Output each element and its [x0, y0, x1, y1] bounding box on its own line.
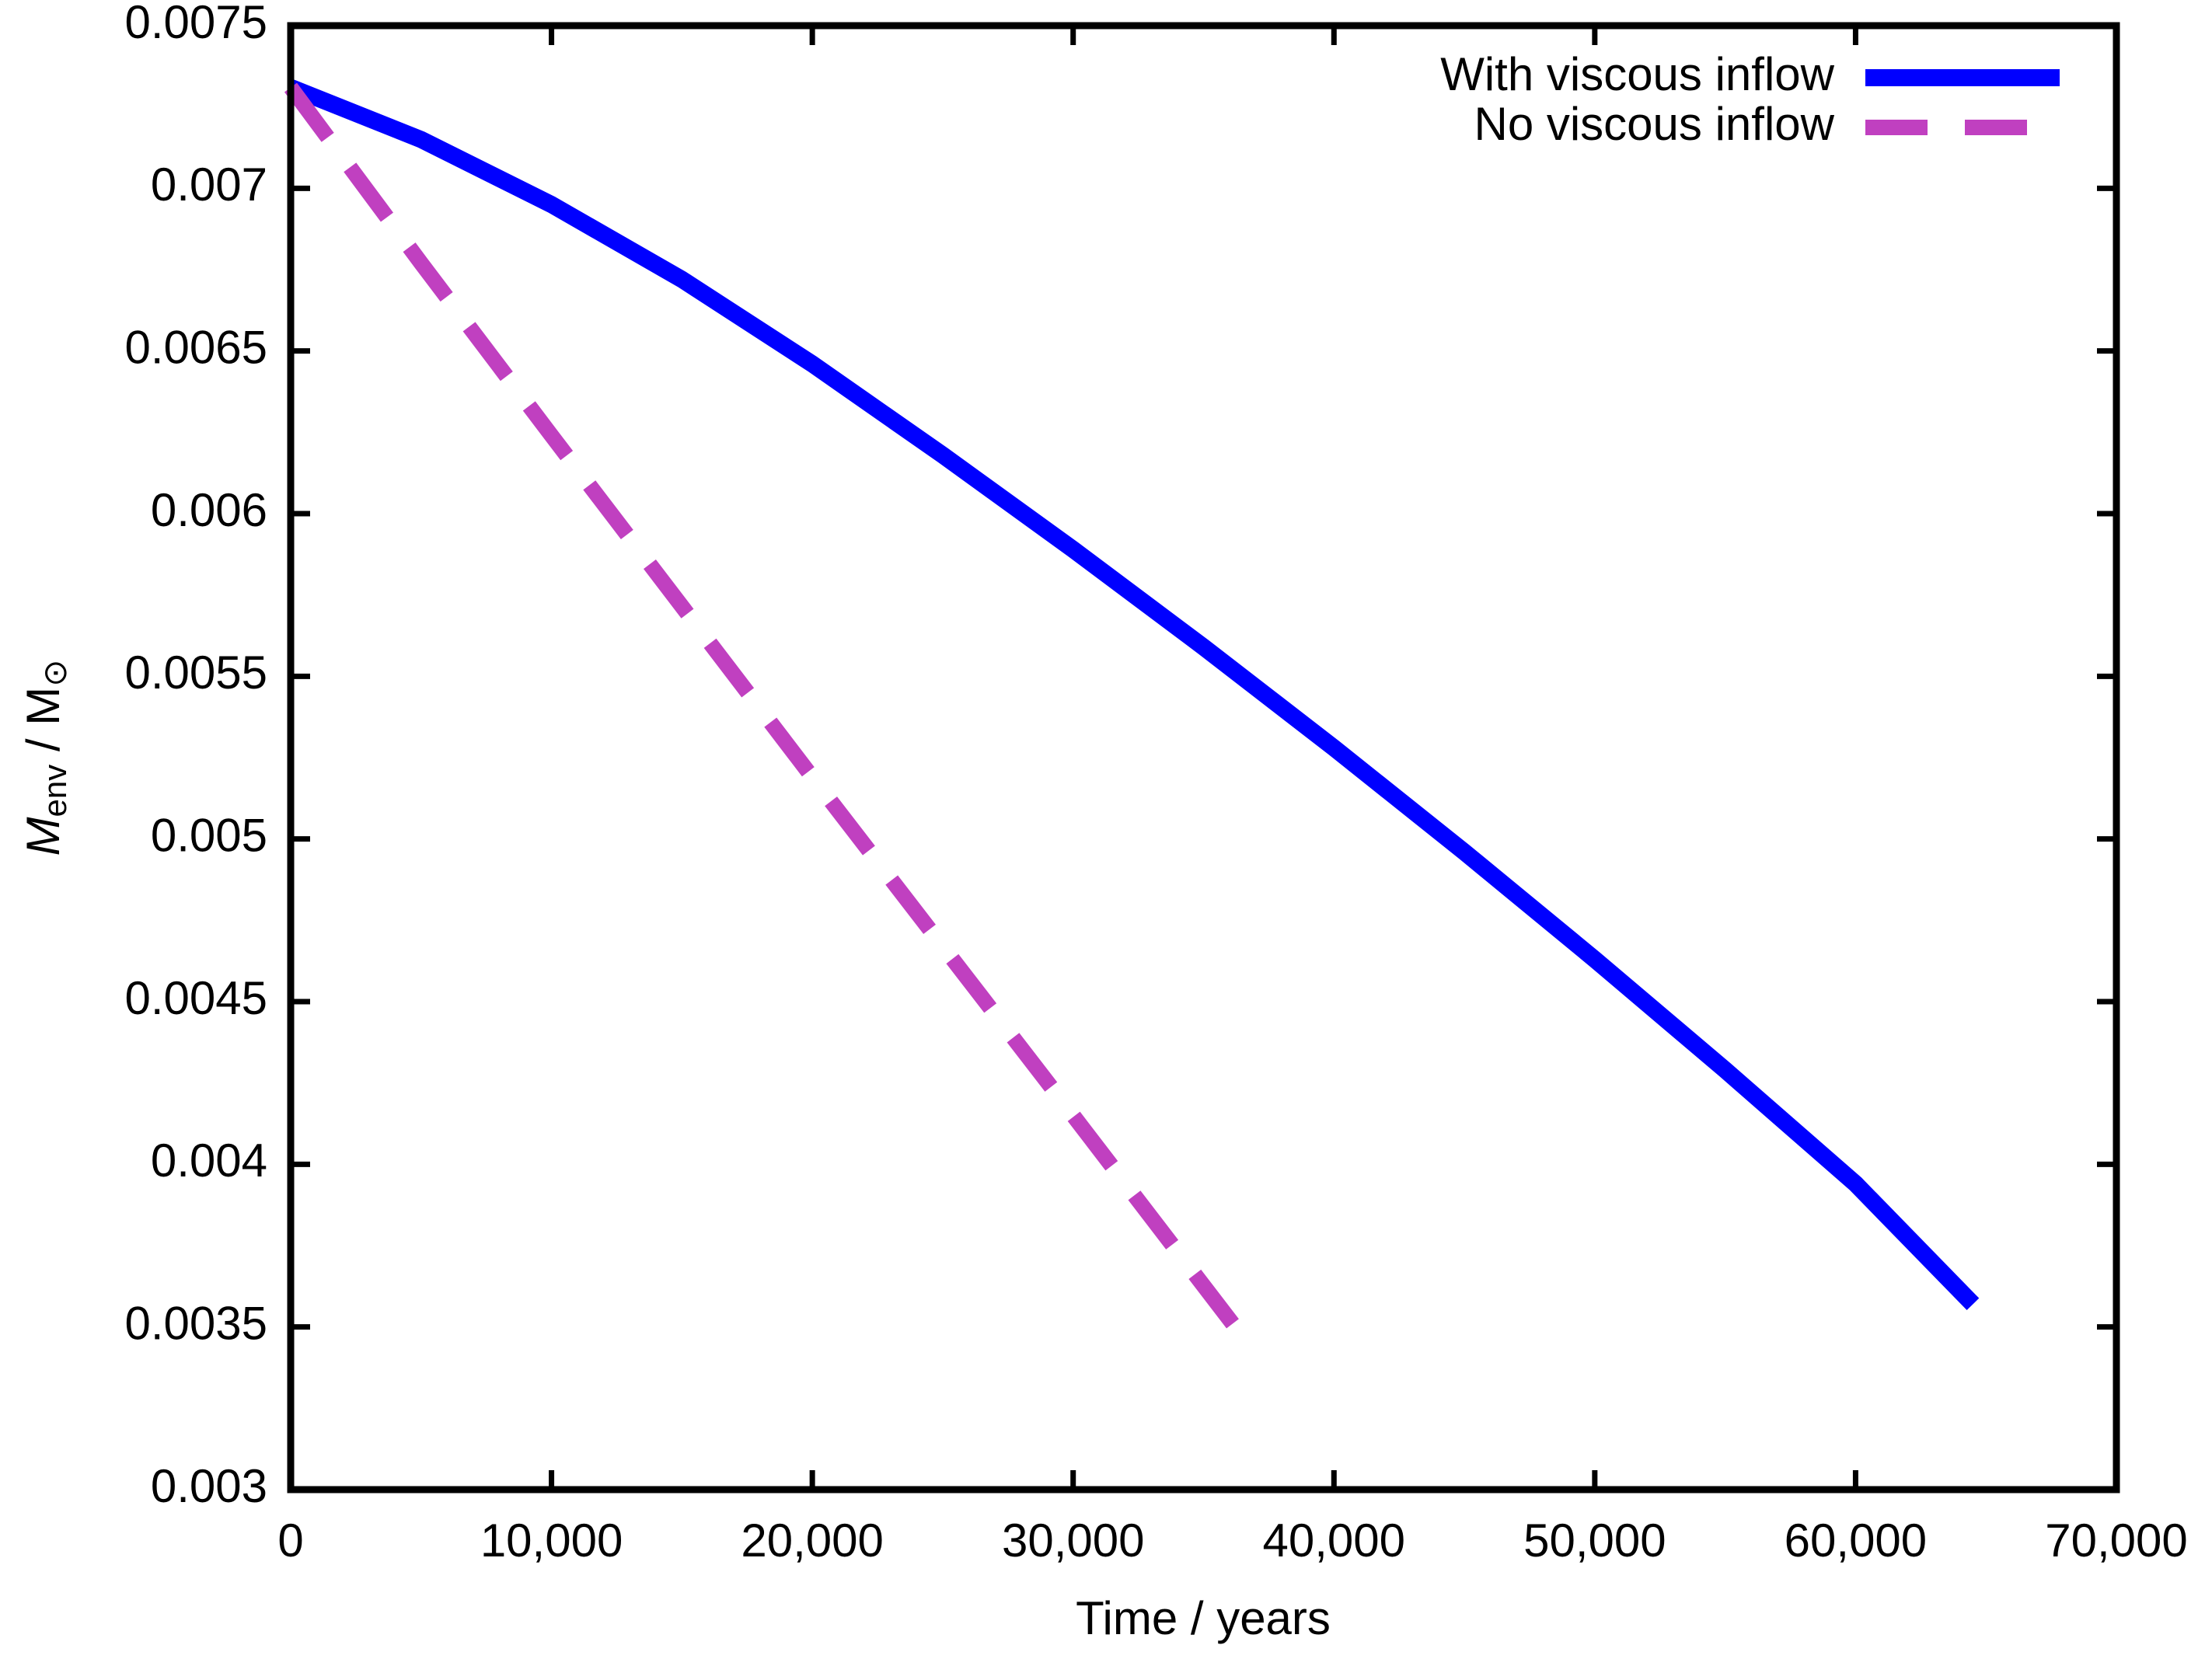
y-axis-title-symbol: M — [17, 817, 69, 856]
y-tick-label: 0.007 — [151, 159, 267, 211]
data-line — [284, 82, 1249, 1342]
x-tick-label: 20,000 — [741, 1514, 884, 1567]
x-tick-label: 10,000 — [480, 1514, 623, 1567]
y-tick-label: 0.0065 — [124, 322, 267, 374]
y-tick-label: 0.0035 — [124, 1298, 267, 1350]
y-tick-label: 0.006 — [151, 484, 267, 536]
y-axis-title-sub: env — [37, 765, 73, 817]
legend-label: No viscous inflow — [1474, 98, 1834, 150]
x-tick-label: 60,000 — [1785, 1514, 1928, 1567]
x-tick-label: 70,000 — [2045, 1514, 2188, 1567]
x-tick-label: 40,000 — [1263, 1514, 1406, 1567]
data-line — [287, 79, 1980, 1311]
x-tick-label: 0 — [277, 1514, 303, 1567]
legend-label: With viscous inflow — [1440, 48, 1834, 100]
x-axis-title: Time / years — [1076, 1592, 1331, 1644]
y-tick-label: 0.003 — [151, 1460, 267, 1512]
y-axis-title-rest: / M — [17, 687, 69, 765]
x-tick-label: 50,000 — [1523, 1514, 1666, 1567]
y-tick-label: 0.0055 — [124, 647, 267, 699]
y-axis-title-sub2: ⊙ — [37, 660, 73, 687]
plot-frame — [287, 22, 2120, 1493]
y-tick-label: 0.0045 — [124, 972, 267, 1024]
y-tick-label: 0.0075 — [124, 0, 267, 48]
y-axis-title: Menv / M⊙ — [17, 660, 73, 856]
y-tick-label: 0.004 — [151, 1134, 267, 1187]
x-tick-label: 30,000 — [1002, 1514, 1145, 1567]
y-tick-label: 0.005 — [151, 810, 267, 862]
